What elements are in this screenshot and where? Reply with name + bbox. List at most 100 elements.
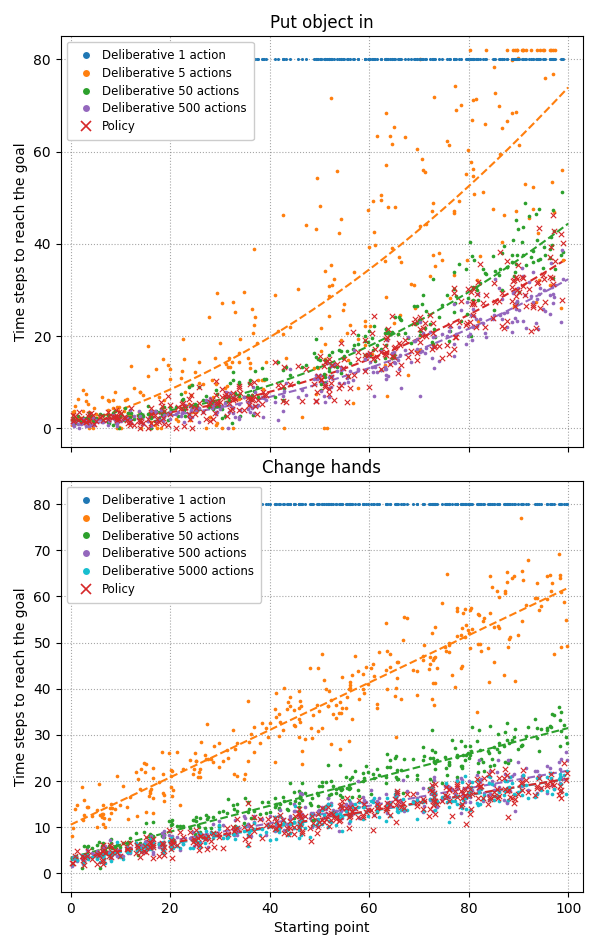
Point	[107, 853, 116, 868]
Point	[133, 809, 142, 824]
Point	[514, 138, 524, 153]
Point	[562, 787, 571, 802]
Point	[534, 221, 543, 236]
Point	[341, 796, 351, 811]
Point	[191, 402, 201, 418]
Point	[393, 772, 402, 787]
Point	[390, 787, 399, 802]
Point	[418, 652, 427, 667]
Point	[313, 496, 323, 512]
Point	[372, 337, 381, 352]
Point	[168, 782, 177, 797]
Point	[488, 248, 498, 263]
Point	[383, 325, 393, 340]
Point	[154, 410, 164, 425]
Point	[393, 326, 402, 342]
Point	[440, 788, 450, 803]
Point	[331, 804, 341, 819]
Point	[468, 161, 478, 177]
Point	[224, 395, 233, 410]
Point	[279, 383, 288, 399]
Point	[407, 276, 416, 291]
Point	[104, 848, 114, 864]
Point	[468, 93, 478, 108]
Point	[110, 839, 119, 854]
Point	[509, 51, 518, 66]
Point	[468, 51, 478, 66]
Point	[556, 751, 565, 766]
Point	[507, 570, 516, 586]
Point	[212, 395, 221, 410]
Point	[385, 356, 395, 371]
Point	[328, 806, 338, 821]
Point	[311, 349, 321, 364]
Point	[509, 786, 518, 801]
Point	[312, 368, 321, 383]
Point	[146, 786, 155, 801]
Point	[274, 822, 284, 837]
Point	[167, 763, 177, 778]
Point	[500, 782, 510, 797]
Point	[518, 269, 527, 284]
Point	[157, 399, 167, 414]
Point	[315, 51, 325, 66]
Point	[512, 295, 521, 310]
Point	[69, 418, 78, 433]
Point	[389, 51, 399, 66]
Point	[389, 349, 399, 364]
Point	[186, 399, 196, 414]
Point	[184, 51, 194, 66]
Point	[341, 770, 351, 785]
Point	[327, 496, 336, 512]
Point	[393, 326, 402, 342]
Point	[165, 412, 174, 427]
Point	[472, 496, 481, 512]
Point	[549, 289, 559, 305]
Point	[487, 773, 497, 789]
Point	[347, 667, 356, 682]
Point	[530, 496, 540, 512]
Point	[79, 853, 89, 868]
Point	[328, 802, 338, 817]
Point	[150, 414, 160, 429]
Point	[450, 280, 459, 295]
Point	[457, 659, 466, 674]
Point	[463, 281, 473, 296]
Point	[217, 411, 227, 426]
Point	[294, 806, 304, 821]
Point	[243, 828, 253, 843]
Point	[221, 51, 230, 66]
Point	[513, 754, 523, 770]
Point	[517, 778, 527, 793]
Point	[125, 402, 135, 418]
Point	[313, 368, 323, 383]
Point	[124, 416, 133, 431]
Point	[283, 826, 293, 841]
Point	[425, 791, 435, 807]
Point	[392, 762, 402, 777]
Point	[72, 496, 82, 512]
Point	[555, 713, 565, 728]
Point	[223, 829, 233, 845]
Point	[445, 793, 454, 809]
Point	[401, 332, 410, 347]
Point	[485, 496, 494, 512]
Point	[510, 722, 520, 737]
Point	[358, 496, 368, 512]
Point	[293, 51, 303, 66]
Point	[127, 359, 136, 374]
Point	[558, 252, 568, 268]
Point	[191, 51, 201, 66]
Point	[473, 292, 482, 307]
Point	[195, 820, 204, 835]
Point	[227, 294, 237, 309]
Point	[345, 356, 355, 371]
Point	[82, 414, 91, 429]
Point	[430, 620, 440, 635]
Point	[476, 778, 486, 793]
Point	[229, 828, 239, 843]
Point	[100, 845, 109, 860]
Point	[99, 848, 108, 864]
Point	[109, 393, 118, 408]
Point	[358, 681, 368, 697]
